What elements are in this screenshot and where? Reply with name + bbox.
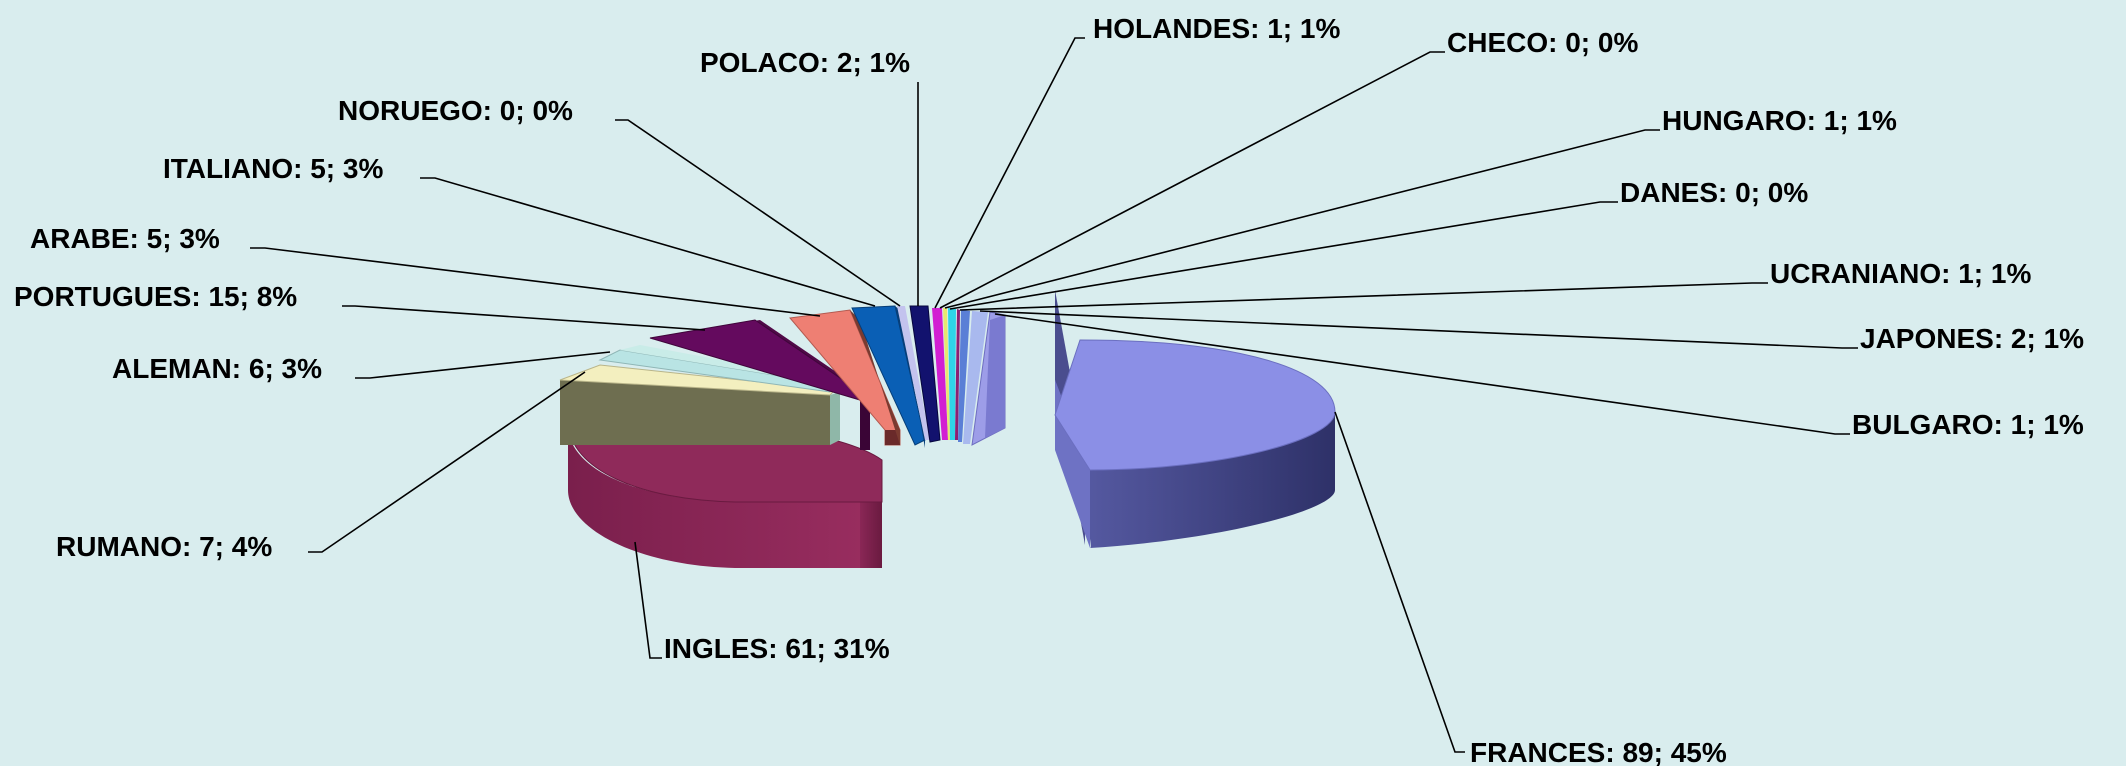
label-polaco: POLACO: 2; 1% xyxy=(700,47,910,78)
slice-holandes xyxy=(932,308,948,440)
leader-bulgaro xyxy=(994,313,1850,435)
slice-frances xyxy=(1054,290,1336,548)
label-portugues: PORTUGUES: 15; 8% xyxy=(14,281,297,312)
label-japones: JAPONES: 2; 1% xyxy=(1860,323,2084,354)
leader-checo xyxy=(939,51,1445,309)
label-ingles: INGLES: 61; 31% xyxy=(664,633,890,664)
label-italiano: ITALIANO: 5; 3% xyxy=(163,153,383,184)
slice-arabe xyxy=(789,309,901,446)
slice-japones xyxy=(963,311,988,444)
leader-ingles xyxy=(634,541,662,659)
label-danes: DANES: 0; 0% xyxy=(1620,177,1808,208)
label-arabe: ARABE: 5; 3% xyxy=(30,223,220,254)
slice-hungaro xyxy=(948,308,956,440)
leader-frances xyxy=(1334,411,1465,753)
label-checo: CHECO: 0; 0% xyxy=(1447,27,1638,58)
leader-aleman xyxy=(355,351,611,379)
leader-portugues xyxy=(342,305,706,331)
slice-bulgaro xyxy=(971,311,1006,446)
label-ucraniano: UCRANIANO: 1; 1% xyxy=(1770,258,2031,289)
leader-rumano xyxy=(308,371,586,553)
slice-portugues xyxy=(649,319,870,450)
leader-lines xyxy=(250,37,1858,753)
label-holandes: HOLANDES: 1; 1% xyxy=(1093,13,1340,44)
label-rumano: RUMANO: 7; 4% xyxy=(56,531,272,562)
leader-italiano xyxy=(420,177,876,307)
pie-slices xyxy=(559,290,1336,568)
label-bulgaro: BULGARO: 1; 1% xyxy=(1852,409,2084,440)
leader-noruego xyxy=(615,119,901,307)
leader-arabe xyxy=(250,247,821,317)
label-hungaro: HUNGARO: 1; 1% xyxy=(1662,105,1897,136)
slice-danes xyxy=(955,309,960,440)
leader-holandes xyxy=(934,37,1085,309)
slice-polaco xyxy=(909,305,941,443)
leader-danes xyxy=(949,201,1618,310)
leader-ucraniano xyxy=(959,282,1768,311)
slice-ucraniano xyxy=(958,310,970,442)
leader-hungaro xyxy=(944,129,1660,309)
leader-japones xyxy=(979,310,1858,349)
label-noruego: NORUEGO: 0; 0% xyxy=(338,95,573,126)
slice-labels: HOLANDES: 1; 1% CHECO: 0; 0% HUNGARO: 1;… xyxy=(14,13,2084,766)
label-frances: FRANCES: 89; 45% xyxy=(1470,737,1727,766)
slice-checo xyxy=(943,308,950,440)
label-aleman: ALEMAN: 6; 3% xyxy=(112,353,322,384)
slice-noruego xyxy=(897,306,930,440)
